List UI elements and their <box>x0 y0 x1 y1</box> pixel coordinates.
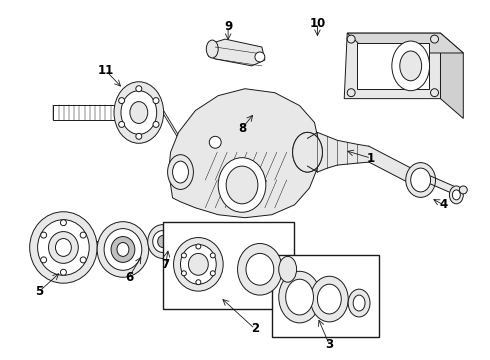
Ellipse shape <box>246 253 274 285</box>
Polygon shape <box>97 242 118 255</box>
Ellipse shape <box>104 229 142 270</box>
Circle shape <box>431 35 439 43</box>
Text: 4: 4 <box>440 198 447 211</box>
Ellipse shape <box>38 220 89 275</box>
Circle shape <box>459 186 467 194</box>
Ellipse shape <box>348 289 370 317</box>
Ellipse shape <box>111 237 135 262</box>
Ellipse shape <box>117 243 129 256</box>
Circle shape <box>347 35 355 43</box>
Bar <box>357 43 429 89</box>
Text: 11: 11 <box>98 64 114 77</box>
Ellipse shape <box>226 166 258 204</box>
Circle shape <box>196 244 201 249</box>
Circle shape <box>80 232 86 238</box>
Ellipse shape <box>148 225 177 258</box>
Circle shape <box>210 253 215 258</box>
Polygon shape <box>347 33 464 53</box>
Ellipse shape <box>172 161 189 183</box>
Ellipse shape <box>411 168 431 192</box>
Ellipse shape <box>311 276 348 322</box>
Text: 5: 5 <box>35 285 44 298</box>
Text: 8: 8 <box>238 122 246 135</box>
Circle shape <box>181 271 186 276</box>
Bar <box>272 255 379 337</box>
Ellipse shape <box>400 51 421 81</box>
Ellipse shape <box>49 231 78 264</box>
Circle shape <box>347 89 355 96</box>
Circle shape <box>431 89 439 96</box>
Ellipse shape <box>318 284 341 314</box>
Circle shape <box>153 121 159 127</box>
Text: 7: 7 <box>162 258 170 271</box>
Ellipse shape <box>120 98 132 127</box>
Ellipse shape <box>353 295 365 311</box>
Ellipse shape <box>452 190 460 200</box>
Polygon shape <box>169 89 319 218</box>
Ellipse shape <box>130 102 148 123</box>
Text: 1: 1 <box>367 152 375 165</box>
Ellipse shape <box>293 132 322 172</box>
Circle shape <box>209 136 221 148</box>
Text: 2: 2 <box>251 322 259 336</box>
Ellipse shape <box>97 222 149 277</box>
Ellipse shape <box>206 40 218 58</box>
Ellipse shape <box>298 139 317 165</box>
Ellipse shape <box>30 212 97 283</box>
Ellipse shape <box>114 82 164 143</box>
Ellipse shape <box>121 91 157 134</box>
Ellipse shape <box>180 244 216 284</box>
Ellipse shape <box>293 132 322 172</box>
Ellipse shape <box>153 231 172 252</box>
Ellipse shape <box>279 256 296 282</box>
Polygon shape <box>344 33 441 99</box>
Circle shape <box>136 86 142 92</box>
Circle shape <box>80 257 86 263</box>
Ellipse shape <box>406 163 436 197</box>
Ellipse shape <box>168 155 194 189</box>
Ellipse shape <box>117 91 135 134</box>
Ellipse shape <box>158 235 168 247</box>
Ellipse shape <box>279 271 320 323</box>
Text: 9: 9 <box>224 20 232 33</box>
Circle shape <box>210 271 215 276</box>
Polygon shape <box>441 33 464 118</box>
Ellipse shape <box>218 158 266 212</box>
Circle shape <box>196 280 201 285</box>
Circle shape <box>119 121 124 127</box>
Circle shape <box>181 253 186 258</box>
Circle shape <box>153 98 159 104</box>
Circle shape <box>60 220 66 226</box>
Text: 3: 3 <box>325 338 333 351</box>
Ellipse shape <box>55 239 72 256</box>
Circle shape <box>41 232 47 238</box>
Circle shape <box>41 257 47 263</box>
Circle shape <box>60 269 66 275</box>
Bar <box>163 222 294 309</box>
Ellipse shape <box>449 186 464 204</box>
Circle shape <box>136 133 142 139</box>
Text: 6: 6 <box>125 271 133 284</box>
Ellipse shape <box>392 41 430 91</box>
Polygon shape <box>208 39 265 66</box>
Ellipse shape <box>238 243 282 295</box>
Ellipse shape <box>286 279 314 315</box>
Circle shape <box>119 98 124 104</box>
Text: 10: 10 <box>309 17 325 30</box>
Ellipse shape <box>189 253 208 275</box>
Circle shape <box>255 52 265 62</box>
Ellipse shape <box>173 238 223 291</box>
